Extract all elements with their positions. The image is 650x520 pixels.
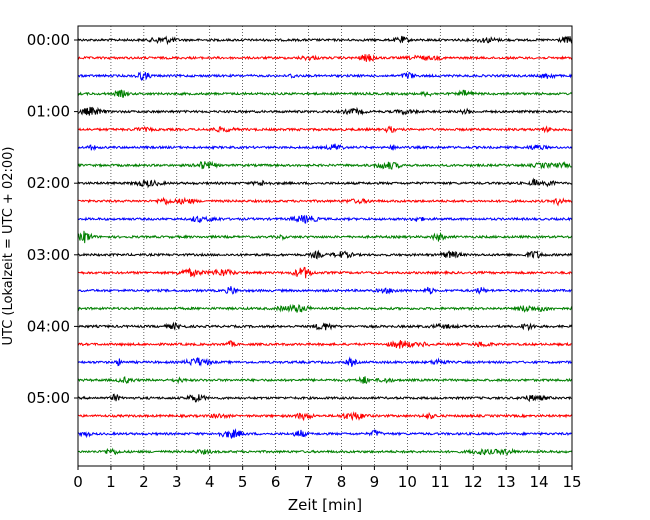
seismic-trace xyxy=(77,321,573,332)
seismic-trace xyxy=(77,196,573,207)
seismic-trace xyxy=(77,89,573,98)
x-tick-label: 14 xyxy=(530,473,549,491)
x-tick-label: 7 xyxy=(304,473,314,491)
seismic-trace xyxy=(77,125,573,134)
x-tick-label: 4 xyxy=(205,473,215,491)
seismic-trace xyxy=(77,143,573,152)
seismic-trace xyxy=(77,249,573,260)
seismic-trace xyxy=(77,177,573,189)
x-tick-label: 1 xyxy=(106,473,116,491)
x-tick-label: 0 xyxy=(73,473,83,491)
y-tick-label: 01:00 xyxy=(27,103,70,121)
seismic-trace xyxy=(77,428,573,439)
x-tick-label: 9 xyxy=(370,473,380,491)
seismic-trace xyxy=(77,71,573,82)
seismic-trace xyxy=(77,303,573,313)
x-tick-label: 6 xyxy=(271,473,281,491)
seismic-trace xyxy=(77,340,573,349)
seismic-trace xyxy=(77,160,573,170)
trace-group xyxy=(77,35,573,456)
y-axis-label: UTC (Lokalzeit = UTC + 02:00) xyxy=(1,147,16,346)
seismic-trace xyxy=(77,214,573,224)
seismic-trace xyxy=(77,230,573,244)
x-tick-label: 2 xyxy=(139,473,149,491)
seismic-trace xyxy=(77,393,573,403)
vertical-grid xyxy=(110,26,540,466)
seismic-trace xyxy=(77,411,573,422)
plot-frame xyxy=(77,25,573,467)
x-tick-label: 10 xyxy=(398,473,417,491)
seismic-trace xyxy=(77,106,573,116)
y-tick-label: 04:00 xyxy=(27,317,70,335)
x-tick-label: 8 xyxy=(337,473,347,491)
seismic-trace xyxy=(77,286,573,295)
x-tick-label: 5 xyxy=(238,473,248,491)
y-tick-label: 03:00 xyxy=(27,246,70,264)
seismic-trace xyxy=(77,356,573,367)
x-axis-label: Zeit [min] xyxy=(288,496,362,514)
seismic-trace xyxy=(77,447,573,456)
x-tick-label: 11 xyxy=(431,473,450,491)
seismic-trace xyxy=(77,375,573,385)
seismic-trace xyxy=(77,35,573,46)
x-tick-label: 3 xyxy=(172,473,182,491)
x-tick-label: 13 xyxy=(497,473,516,491)
x-tick-label: 12 xyxy=(464,473,483,491)
seismic-trace xyxy=(77,266,573,279)
y-tick-label: 02:00 xyxy=(27,174,70,192)
y-tick-label: 05:00 xyxy=(27,389,70,407)
seismic-trace xyxy=(77,53,573,62)
y-axis-ticks: 00:00 01:00 02:00 03:00 04:00 05:00 xyxy=(27,31,78,407)
y-tick-label: 00:00 xyxy=(27,31,70,49)
x-axis-ticks: 0 1 2 3 4 5 6 7 8 9 10 11 12 13 14 15 xyxy=(73,466,582,491)
x-tick-label: 15 xyxy=(562,473,581,491)
